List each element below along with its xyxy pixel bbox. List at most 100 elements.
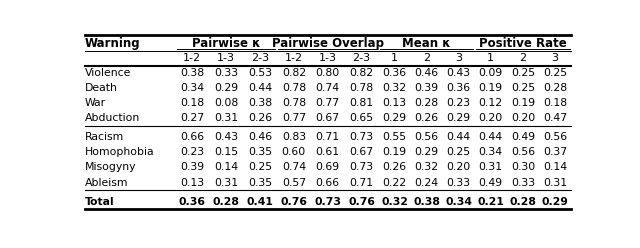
Text: 0.26: 0.26	[415, 113, 438, 123]
Text: 0.82: 0.82	[282, 68, 306, 78]
Text: 0.15: 0.15	[214, 148, 238, 157]
Text: 0.67: 0.67	[349, 148, 374, 157]
Text: 0.25: 0.25	[511, 83, 535, 93]
Text: 0.19: 0.19	[479, 83, 503, 93]
Text: 0.44: 0.44	[479, 132, 503, 142]
Text: 0.33: 0.33	[447, 178, 471, 187]
Text: 0.08: 0.08	[214, 98, 238, 108]
Text: 0.19: 0.19	[383, 148, 406, 157]
Text: 0.46: 0.46	[415, 68, 438, 78]
Text: 0.25: 0.25	[248, 162, 272, 172]
Text: 0.49: 0.49	[511, 132, 535, 142]
Text: 0.20: 0.20	[511, 113, 535, 123]
Text: 0.74: 0.74	[316, 83, 340, 93]
Text: 0.14: 0.14	[543, 162, 567, 172]
Text: 0.38: 0.38	[180, 68, 204, 78]
Text: 0.56: 0.56	[543, 132, 567, 142]
Text: 0.65: 0.65	[349, 113, 374, 123]
Text: 0.36: 0.36	[447, 83, 471, 93]
Text: 0.55: 0.55	[383, 132, 406, 142]
Text: 0.24: 0.24	[415, 178, 438, 187]
Text: 0.28: 0.28	[543, 83, 567, 93]
Text: 0.61: 0.61	[316, 148, 340, 157]
Text: 0.36: 0.36	[179, 197, 206, 207]
Text: 0.60: 0.60	[282, 148, 306, 157]
Text: 0.43: 0.43	[214, 132, 238, 142]
Text: 2: 2	[423, 53, 430, 63]
Text: 0.53: 0.53	[248, 68, 272, 78]
Text: 0.13: 0.13	[180, 178, 204, 187]
Text: 1-3: 1-3	[217, 53, 235, 63]
Text: 0.80: 0.80	[316, 68, 340, 78]
Text: 0.14: 0.14	[214, 162, 238, 172]
Text: 0.57: 0.57	[282, 178, 306, 187]
Text: 0.33: 0.33	[214, 68, 238, 78]
Text: 0.20: 0.20	[447, 162, 471, 172]
Text: 0.20: 0.20	[479, 113, 503, 123]
Text: 0.83: 0.83	[282, 132, 306, 142]
Text: 0.23: 0.23	[180, 148, 204, 157]
Text: 2-3: 2-3	[251, 53, 269, 63]
Text: Racism: Racism	[85, 132, 124, 142]
Text: 3: 3	[455, 53, 462, 63]
Text: 0.77: 0.77	[282, 113, 306, 123]
Text: 0.74: 0.74	[282, 162, 306, 172]
Text: 0.44: 0.44	[248, 83, 272, 93]
Text: 0.29: 0.29	[214, 83, 238, 93]
Text: 0.34: 0.34	[445, 197, 472, 207]
Text: 0.39: 0.39	[415, 83, 438, 93]
Text: 0.35: 0.35	[248, 148, 272, 157]
Text: 0.56: 0.56	[511, 148, 535, 157]
Text: 0.37: 0.37	[543, 148, 567, 157]
Text: 1-2: 1-2	[285, 53, 303, 63]
Text: 0.81: 0.81	[349, 98, 374, 108]
Text: 0.31: 0.31	[543, 178, 567, 187]
Text: 0.31: 0.31	[479, 162, 503, 172]
Text: 0.26: 0.26	[383, 162, 406, 172]
Text: 0.30: 0.30	[511, 162, 535, 172]
Text: 0.78: 0.78	[349, 83, 374, 93]
Text: War: War	[85, 98, 106, 108]
Text: 0.82: 0.82	[349, 68, 374, 78]
Text: 0.66: 0.66	[316, 178, 340, 187]
Text: 0.43: 0.43	[447, 68, 471, 78]
Text: 1-2: 1-2	[183, 53, 202, 63]
Text: 0.73: 0.73	[314, 197, 341, 207]
Text: Mean κ: Mean κ	[403, 36, 451, 50]
Text: 0.25: 0.25	[511, 68, 535, 78]
Text: 0.21: 0.21	[477, 197, 504, 207]
Text: 0.13: 0.13	[383, 98, 406, 108]
Text: 0.32: 0.32	[383, 83, 406, 93]
Text: Misogyny: Misogyny	[85, 162, 136, 172]
Text: 0.28: 0.28	[509, 197, 536, 207]
Text: 0.32: 0.32	[415, 162, 438, 172]
Text: Pairwise Overlap: Pairwise Overlap	[272, 36, 384, 50]
Text: 0.49: 0.49	[479, 178, 503, 187]
Text: 0.18: 0.18	[543, 98, 567, 108]
Text: 0.67: 0.67	[316, 113, 340, 123]
Text: 0.46: 0.46	[248, 132, 272, 142]
Text: 2: 2	[519, 53, 527, 63]
Text: Violence: Violence	[85, 68, 131, 78]
Text: 0.36: 0.36	[383, 68, 406, 78]
Text: 0.71: 0.71	[349, 178, 374, 187]
Text: 0.09: 0.09	[479, 68, 503, 78]
Text: 1-3: 1-3	[319, 53, 337, 63]
Text: 0.38: 0.38	[248, 98, 272, 108]
Text: 0.44: 0.44	[447, 132, 471, 142]
Text: Warning: Warning	[85, 36, 141, 50]
Text: 0.41: 0.41	[246, 197, 273, 207]
Text: 0.77: 0.77	[316, 98, 340, 108]
Text: 0.34: 0.34	[180, 83, 204, 93]
Text: 0.31: 0.31	[214, 113, 238, 123]
Text: Ableism: Ableism	[85, 178, 129, 187]
Text: 0.38: 0.38	[413, 197, 440, 207]
Text: Homophobia: Homophobia	[85, 148, 155, 157]
Text: 0.33: 0.33	[511, 178, 535, 187]
Text: 0.56: 0.56	[415, 132, 438, 142]
Text: 0.25: 0.25	[447, 148, 471, 157]
Text: 0.78: 0.78	[282, 83, 306, 93]
Text: 0.71: 0.71	[316, 132, 340, 142]
Text: 0.73: 0.73	[349, 132, 374, 142]
Text: 0.69: 0.69	[316, 162, 340, 172]
